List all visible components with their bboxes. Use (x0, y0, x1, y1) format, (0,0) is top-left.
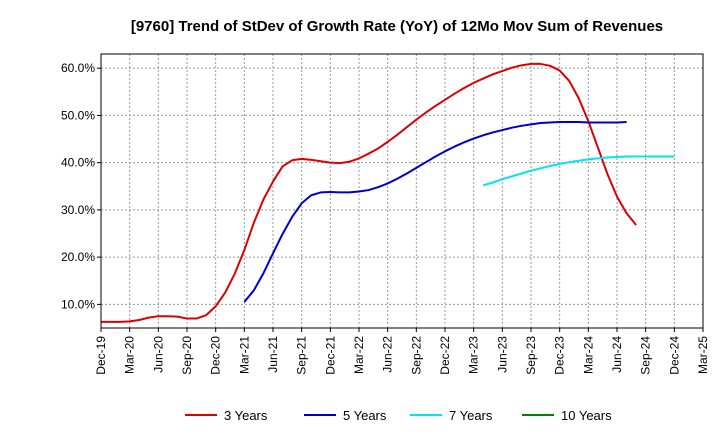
x-tick-label: Dec-21 (323, 336, 337, 375)
y-tick-label: 60.0% (61, 61, 95, 75)
x-tick-label: Dec-24 (667, 336, 681, 375)
x-tick-label: Jun-23 (495, 336, 509, 373)
legend-label: 10 Years (561, 408, 612, 423)
x-tick-label: Mar-25 (696, 336, 710, 374)
y-tick-label: 20.0% (61, 250, 95, 264)
x-tick-label: Sep-21 (295, 336, 309, 375)
x-tick-label: Mar-21 (237, 336, 251, 374)
series-line-3-years (101, 62, 637, 323)
legend: 3 Years 5 Years 7 Years 10 Years (185, 408, 612, 423)
x-tick-label: Mar-20 (123, 336, 137, 374)
legend-label: 7 Years (449, 408, 493, 423)
x-tick-label: Dec-22 (438, 336, 452, 375)
y-tick-label: 40.0% (61, 156, 95, 170)
x-tick-label: Jun-22 (381, 336, 395, 373)
x-tick-label: Jun-24 (610, 336, 624, 373)
chart-title: [9760] Trend of StDev of Growth Rate (Yo… (131, 18, 663, 35)
legend-label: 5 Years (343, 408, 387, 423)
x-tick-label: Sep-23 (524, 336, 538, 375)
y-tick-label: 50.0% (61, 108, 95, 122)
legend-label: 3 Years (224, 408, 268, 423)
x-axis: Dec-19 Mar-20 Jun-20 Sep-20 Dec-20 Mar-21 Jun-… (94, 328, 710, 375)
y-tick-label: 30.0% (61, 203, 95, 217)
y-axis: 10.0% 20.0% 30.0% 40.0% 50.0% 60.0% (61, 61, 101, 311)
x-tick-label: Sep-24 (639, 336, 653, 375)
y-tick-label: 10.0% (61, 297, 95, 311)
series-line-5-years (243, 121, 627, 303)
x-tick-label: Mar-23 (467, 336, 481, 374)
series-line-7-years (482, 155, 675, 187)
x-tick-label: Dec-23 (553, 336, 567, 375)
x-tick-label: Mar-22 (352, 336, 366, 374)
x-tick-label: Jun-21 (266, 336, 280, 373)
x-tick-label: Dec-20 (209, 336, 223, 375)
plot-frame (100, 53, 704, 329)
x-tick-label: Mar-24 (581, 336, 595, 374)
x-tick-label: Dec-19 (94, 336, 108, 375)
series-layer (101, 62, 675, 323)
x-tick-label: Sep-22 (409, 336, 423, 375)
plot-area (101, 54, 703, 328)
x-tick-label: Sep-20 (180, 336, 194, 375)
x-tick-label: Jun-20 (151, 336, 165, 373)
